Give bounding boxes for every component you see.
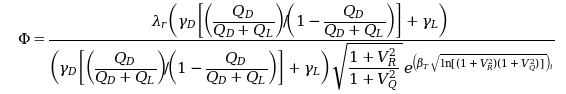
Text: $\Phi = \dfrac{\lambda_r\left(\gamma_D\left[\left(\dfrac{Q_D}{Q_D+Q_L}\right)\!/: $\Phi = \dfrac{\lambda_r\left(\gamma_D\l… (17, 2, 554, 92)
